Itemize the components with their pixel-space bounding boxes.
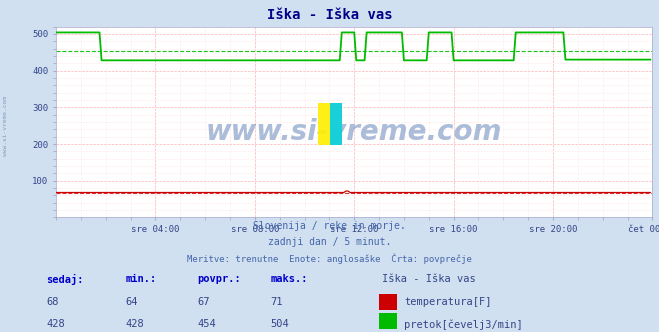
Text: povpr.:: povpr.: [198, 274, 241, 284]
Text: 428: 428 [125, 319, 144, 329]
Text: Iška - Iška vas: Iška - Iška vas [267, 8, 392, 22]
Text: Meritve: trenutne  Enote: anglosaške  Črta: povprečje: Meritve: trenutne Enote: anglosaške Črta… [187, 254, 472, 265]
Text: 67: 67 [198, 297, 210, 307]
Text: 68: 68 [46, 297, 59, 307]
Text: min.:: min.: [125, 274, 156, 284]
Bar [330, 103, 342, 145]
Text: temperatura[F]: temperatura[F] [404, 297, 492, 307]
Text: 64: 64 [125, 297, 138, 307]
Text: www.si-vreme.com: www.si-vreme.com [206, 118, 502, 145]
Text: 428: 428 [46, 319, 65, 329]
Text: maks.:: maks.: [270, 274, 308, 284]
Text: Slovenija / reke in morje.: Slovenija / reke in morje. [253, 221, 406, 231]
Bar [318, 103, 342, 145]
Text: www.si-vreme.com: www.si-vreme.com [3, 96, 9, 156]
Text: 454: 454 [198, 319, 216, 329]
Text: sedaj:: sedaj: [46, 274, 84, 285]
Text: 71: 71 [270, 297, 283, 307]
Text: pretok[čevelj3/min]: pretok[čevelj3/min] [404, 319, 523, 330]
Text: zadnji dan / 5 minut.: zadnji dan / 5 minut. [268, 237, 391, 247]
Text: 504: 504 [270, 319, 289, 329]
Text: Iška - Iška vas: Iška - Iška vas [382, 274, 476, 284]
